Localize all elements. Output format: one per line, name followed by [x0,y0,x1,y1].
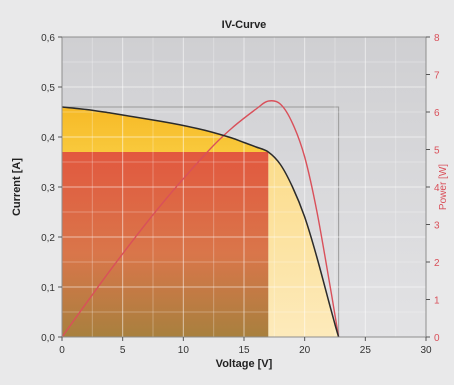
x-tick-label: 10 [178,345,190,356]
y2-tick-label: 3 [434,221,440,232]
fill-region-beyond-mpp [268,152,339,337]
fill-region-above-impp [62,107,269,152]
isc-voc-reference-box [62,106,340,337]
y2-tick-label: 8 [434,33,440,44]
x-tick-label: 15 [238,345,250,356]
x-tick-label: 5 [120,345,126,356]
y-tick-label: 0,5 [41,83,55,94]
power-curve [61,100,340,338]
pmax-rectangle [62,152,269,337]
x-tick-label: 30 [420,345,432,356]
y-axis-label: Current [A] [11,158,23,216]
x-axis-label: Voltage [V] [216,358,273,370]
x-tick-label: 25 [360,345,372,356]
y2-tick-label: 5 [434,146,440,157]
y-tick-label: 0,3 [41,183,55,194]
y-tick-label: 0,0 [41,333,55,344]
y2-tick-label: 4 [434,183,440,194]
y2-tick-label: 1 [434,296,440,307]
y2-tick-label: 0 [434,333,440,344]
iv-curve [61,106,340,338]
chart-title: IV-Curve [222,19,267,31]
x-tick-label: 0 [59,345,65,356]
y2-tick-label: 6 [434,108,440,119]
y2-tick-label: 2 [434,258,440,269]
y2-tick-label: 7 [434,71,440,82]
y2-axis-label: Power [W] [438,164,449,210]
y-tick-label: 0,6 [41,33,55,44]
y-tick-label: 0,1 [41,283,55,294]
y-tick-label: 0,4 [41,133,55,144]
y-tick-label: 0,2 [41,233,55,244]
x-tick-label: 20 [299,345,311,356]
